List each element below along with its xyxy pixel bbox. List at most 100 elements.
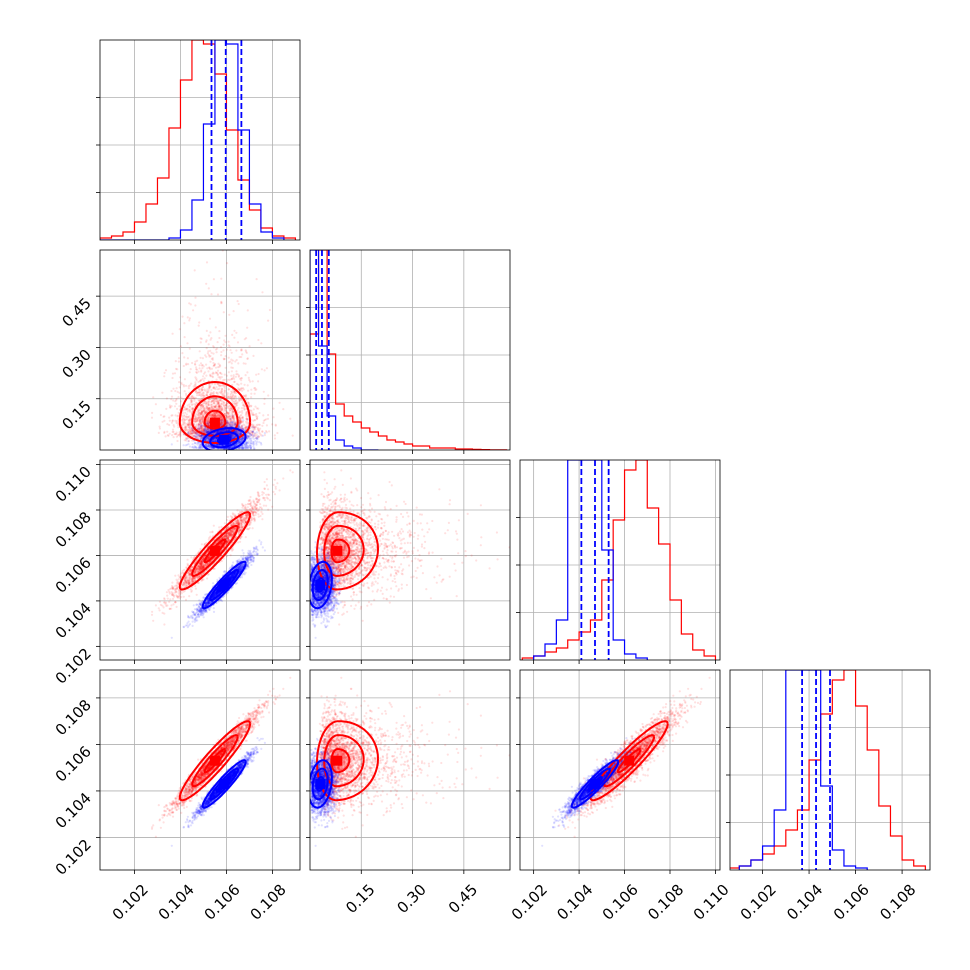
sample-point [197, 423, 200, 426]
sample-point [245, 426, 248, 429]
sample-point [247, 431, 250, 434]
sample-point [244, 362, 247, 365]
sample-point [197, 394, 200, 397]
sample-point [200, 403, 203, 406]
sample-point [203, 408, 206, 411]
sample-point [226, 403, 229, 406]
sample-point [253, 419, 256, 422]
sample-point [217, 402, 220, 405]
sample-point [226, 428, 229, 431]
sample-point [252, 435, 255, 439]
x-axis-3-3: 0.102 0.104 0.106 0.108 [737, 870, 919, 924]
sample-point [207, 423, 210, 426]
sample-point [219, 384, 222, 387]
sample-point [233, 390, 236, 393]
sample-point [230, 374, 233, 377]
sample-point [218, 405, 221, 408]
sample-point [261, 434, 264, 437]
sample-point [223, 378, 226, 381]
sample-point [232, 390, 236, 393]
sample-point [184, 429, 187, 432]
sample-point [183, 322, 186, 325]
sample-point [182, 444, 185, 447]
sample-point [228, 411, 231, 414]
sample-point [246, 357, 249, 360]
sample-point [197, 416, 200, 420]
sample-point [218, 365, 221, 368]
sample-point [214, 431, 217, 434]
sample-point [209, 354, 212, 358]
sample-point [230, 358, 233, 361]
sample-point [152, 396, 155, 399]
sample-point [201, 429, 204, 432]
sample-point [246, 397, 249, 400]
sample-point [223, 373, 226, 376]
sample-point [255, 278, 258, 281]
scatter-1-0 [150, 250, 294, 450]
sample-point [218, 387, 221, 390]
sample-point [176, 415, 179, 418]
sample-point [205, 428, 208, 431]
sample-point [202, 417, 205, 420]
sample-point [228, 429, 231, 432]
sample-point [218, 405, 221, 408]
sample-point [227, 344, 230, 347]
sample-point [212, 390, 215, 394]
sample-point [246, 419, 249, 422]
sample-point [200, 425, 203, 428]
sample-point [220, 392, 223, 395]
sample-point [250, 409, 253, 413]
sample-point [209, 414, 212, 417]
sample-point [228, 422, 231, 425]
sample-point [201, 419, 204, 422]
sample-point [216, 371, 219, 374]
sample-point [273, 437, 277, 440]
sample-point [202, 415, 205, 418]
sample-point [253, 387, 256, 390]
sample-point [208, 420, 211, 423]
sample-point [205, 363, 208, 366]
sample-point [190, 407, 193, 410]
sample-point [195, 432, 198, 435]
sample-point [185, 418, 189, 421]
sample-point [192, 397, 195, 400]
sample-point [235, 349, 238, 352]
sample-point [168, 419, 171, 422]
sample-point [217, 401, 220, 404]
sample-point [197, 408, 200, 412]
sample-point [244, 394, 247, 397]
sample-point [213, 414, 216, 417]
sample-point [199, 390, 202, 393]
sample-point [195, 371, 198, 374]
sample-point [199, 419, 202, 422]
sample-point [201, 413, 204, 416]
sample-point [205, 355, 208, 358]
sample-point [170, 443, 173, 446]
sample-point [170, 398, 173, 401]
sample-point [242, 404, 245, 407]
sample-point [219, 407, 222, 410]
sample-point [230, 406, 233, 410]
sample-point [273, 434, 276, 437]
sample-point [240, 377, 243, 380]
sample-point [162, 415, 165, 418]
sample-point [200, 369, 203, 372]
sample-point [249, 380, 252, 383]
sample-point [253, 432, 256, 435]
sample-point [218, 408, 221, 411]
sample-point [212, 365, 215, 368]
sample-point [170, 395, 174, 398]
sample-point [177, 426, 180, 429]
sample-point [262, 390, 265, 393]
sample-point [220, 399, 223, 402]
sample-point [247, 403, 250, 406]
sample-point [229, 421, 232, 424]
sample-point [183, 417, 186, 420]
sample-point [210, 397, 213, 400]
sample-point [181, 352, 184, 355]
sample-point [248, 431, 251, 434]
sample-point [207, 408, 210, 411]
sample-point [188, 415, 191, 418]
sample-point [220, 419, 223, 422]
sample-point [202, 409, 205, 412]
